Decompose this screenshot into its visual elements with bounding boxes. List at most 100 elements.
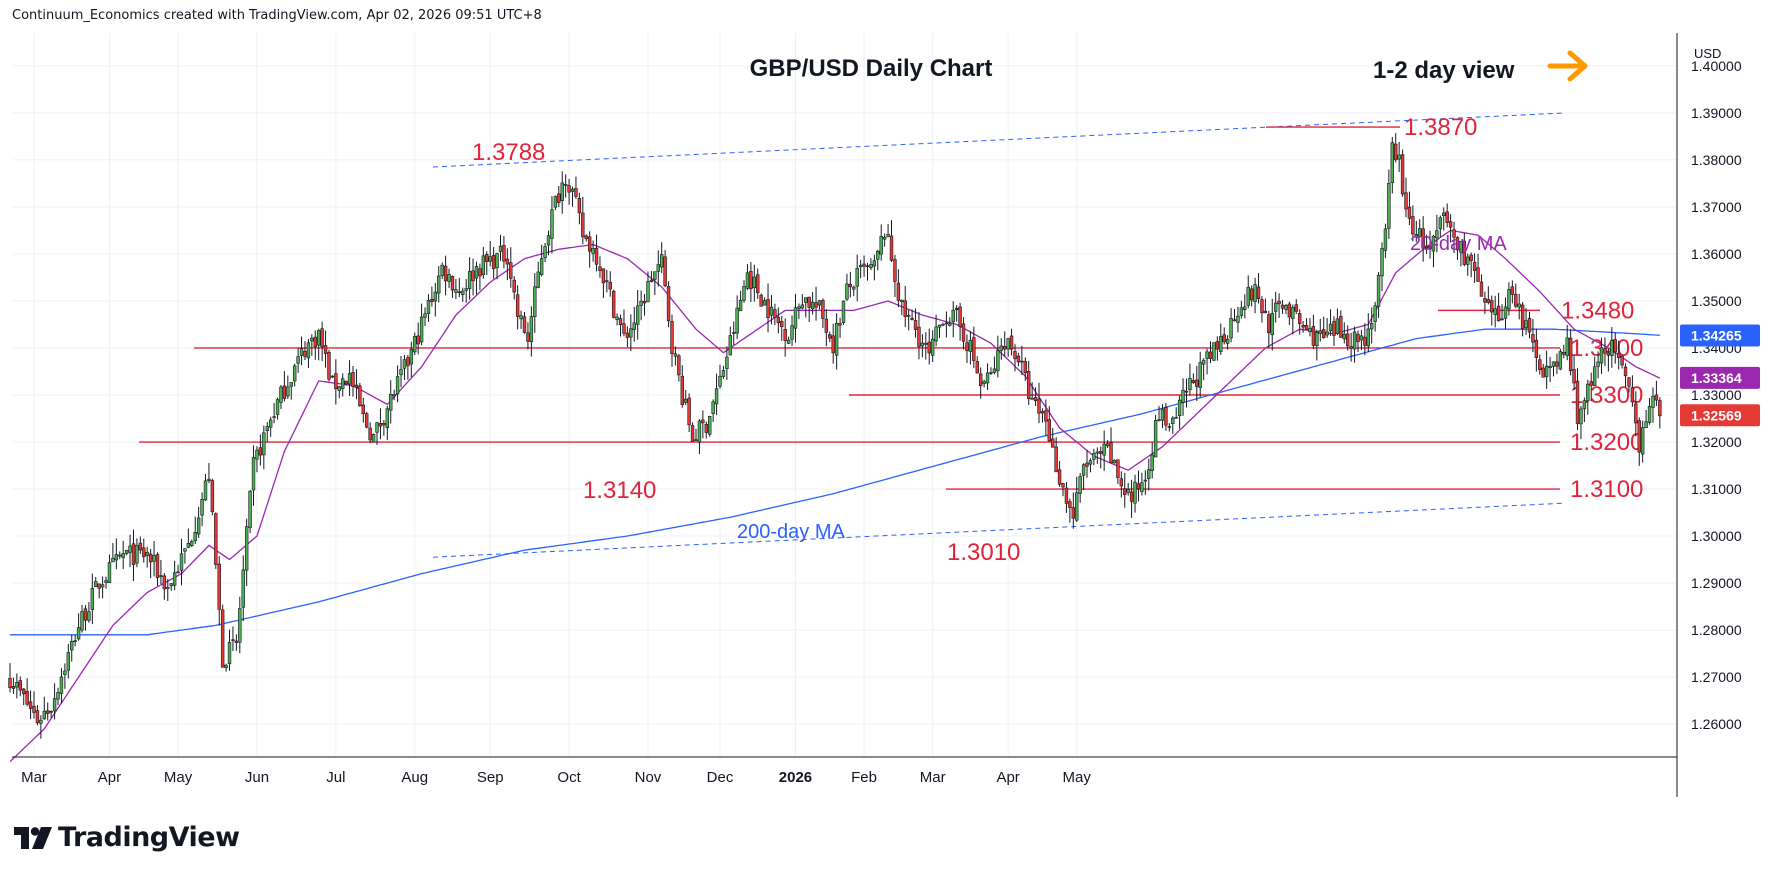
candle [1191, 373, 1196, 384]
candle [100, 576, 105, 599]
candle [996, 335, 1000, 378]
candle-body [289, 382, 293, 387]
candle [992, 356, 997, 375]
candle-body [577, 198, 582, 214]
candle [1397, 141, 1401, 173]
candle [87, 601, 91, 623]
candle [1263, 298, 1268, 314]
candle [1308, 318, 1312, 337]
candle [145, 546, 149, 568]
level-label: 1.3400 [1570, 335, 1643, 362]
candle-body [1356, 333, 1360, 342]
candle-body [1068, 501, 1072, 508]
candle [814, 286, 818, 321]
candle-body [711, 401, 715, 414]
candle-body [1418, 228, 1422, 237]
candle [375, 421, 379, 445]
candle-body [371, 434, 376, 443]
candle-body [533, 286, 537, 318]
candle-body [543, 246, 547, 258]
candle-body [841, 300, 846, 323]
candle-body [1548, 365, 1552, 369]
candle [961, 317, 966, 350]
candle [927, 328, 931, 365]
candle [989, 367, 993, 375]
candle [852, 285, 856, 297]
y-tick-label: 1.35000 [1691, 293, 1742, 309]
candle [1287, 301, 1292, 325]
candle-body [773, 309, 777, 318]
candle [1359, 330, 1364, 350]
candle-body [176, 571, 180, 574]
candle [886, 223, 890, 238]
price-badges: 1.34265 1.33364 1.32569 [1680, 324, 1760, 427]
candle-body [1596, 361, 1600, 367]
candle-body [100, 584, 105, 588]
candle [159, 560, 163, 585]
candle-body [238, 608, 242, 643]
candle-body [1575, 380, 1580, 424]
candle [742, 280, 746, 303]
y-tick-label: 1.26000 [1691, 716, 1742, 732]
candle-body [1287, 303, 1292, 318]
candle [413, 332, 417, 356]
candle-body [1565, 337, 1569, 356]
candle-body [1359, 335, 1364, 341]
candle-body [426, 300, 431, 314]
y-tick-label: 1.39000 [1691, 105, 1742, 121]
candle [1078, 473, 1082, 503]
candle-body [8, 677, 12, 688]
candle [869, 258, 873, 271]
candle [378, 408, 383, 440]
candle-body [886, 233, 890, 237]
candle-body [1057, 469, 1062, 485]
candle [217, 556, 221, 626]
candle [107, 554, 112, 583]
candle [1496, 292, 1501, 322]
candle-body [690, 425, 695, 442]
candle [1328, 309, 1333, 336]
candle-body [1147, 469, 1151, 479]
y-tick-label: 1.29000 [1691, 575, 1742, 591]
candle-body [299, 348, 304, 356]
chart-annotations: 1.3870 1.3788 1.3140 1.3010 20-day MA 200-day… [472, 114, 1507, 566]
candle-body [1342, 333, 1346, 340]
candle-body [118, 554, 122, 557]
candle-body [807, 296, 811, 308]
y-tick-label: 1.37000 [1691, 199, 1742, 215]
tradingview-logo[interactable]: TradingView [14, 822, 240, 853]
candle-body [1373, 305, 1377, 322]
candle-body [917, 326, 921, 347]
candle-body [320, 328, 324, 348]
candle-body [954, 307, 959, 311]
candle-body [80, 611, 84, 631]
candle [790, 315, 794, 346]
candle [200, 492, 204, 527]
candle-body [220, 609, 225, 668]
candle-body [423, 313, 427, 318]
candle-body [1020, 360, 1024, 363]
candle [879, 224, 883, 261]
candle-body [464, 288, 468, 291]
candle-body [838, 323, 842, 326]
candle [903, 285, 907, 328]
candle [563, 174, 568, 198]
candle [358, 382, 362, 407]
candle-body [601, 268, 606, 284]
level-label: 1.3100 [1570, 476, 1643, 503]
candle [560, 171, 564, 214]
candle [1099, 446, 1103, 469]
candle-body [570, 188, 575, 192]
candle-body [1490, 300, 1494, 313]
candle [1589, 372, 1593, 402]
candle-body [889, 235, 894, 261]
candle [234, 634, 239, 651]
candle-body [1109, 442, 1113, 464]
candle-body [1616, 352, 1621, 358]
candle-body [1129, 491, 1134, 502]
candle-body [135, 544, 139, 564]
candle [1366, 313, 1370, 352]
candle [1294, 299, 1298, 315]
candle-body [1627, 377, 1631, 387]
